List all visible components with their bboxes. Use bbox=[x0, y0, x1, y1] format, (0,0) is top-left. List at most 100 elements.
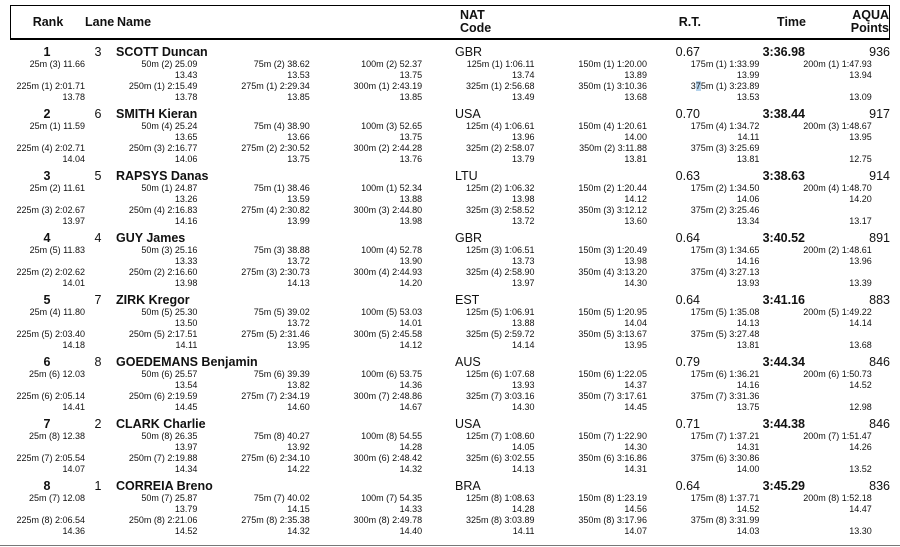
split-lap-diff: 14.14 bbox=[512, 340, 535, 350]
split-lap-diff: 14.60 bbox=[287, 402, 310, 412]
split-lap-diff: 14.20 bbox=[849, 194, 872, 204]
split-lap-diff: 13.93 bbox=[736, 278, 760, 288]
name-cell: RAPSYS Danas bbox=[116, 168, 209, 183]
split-lap-diff: 14.04 bbox=[62, 154, 85, 164]
text-selection-highlight: 7 bbox=[695, 81, 701, 91]
split-lap-diff: 14.07 bbox=[624, 526, 647, 536]
split-lap-diff: 14.06 bbox=[736, 194, 760, 204]
points-cell: 836 bbox=[869, 478, 890, 493]
header-time: Time bbox=[777, 14, 806, 29]
split-lap-diff: 13.68 bbox=[624, 92, 647, 102]
split-lap-diff: 13.94 bbox=[849, 70, 872, 80]
split-lap-diff: 12.75 bbox=[849, 154, 872, 164]
split-cumulative-time: 250m (8) 2:21.06 bbox=[128, 515, 198, 525]
split-cumulative-time: 25m (4) 11.80 bbox=[29, 307, 85, 317]
split-cumulative-time: 50m (4) 25.24 bbox=[141, 121, 198, 131]
split-cumulative-time: 125m (2) 1:06.32 bbox=[466, 183, 535, 193]
split-lap-diff: 13.75 bbox=[399, 132, 423, 142]
swimmer-row: 4 4 GUY James GBR 0.64 3:40.52 891 25m (… bbox=[0, 228, 900, 290]
split-cumulative-time: 325m (5) 2:59.72 bbox=[466, 329, 535, 339]
split-cumulative-time: 100m (3) 52.65 bbox=[361, 121, 423, 131]
split-cumulative-time: 375m (4) 3:27.13 bbox=[690, 267, 760, 277]
splits-line-2: 225m (2) 2:02.62 250m (2) 2:16.60 275m (3)… bbox=[0, 267, 900, 278]
split-lap-diff: 14.18 bbox=[62, 340, 85, 350]
split-lap-diff: 13.75 bbox=[736, 402, 760, 412]
split-lap-diff bbox=[10, 504, 85, 515]
split-lap-diff: 14.32 bbox=[399, 464, 423, 474]
reaction-time-cell: 0.79 bbox=[675, 354, 700, 369]
swimmer-main-row: 7 2 CLARK Charlie USA 0.71 3:44.38 846 bbox=[0, 414, 900, 431]
split-cumulative-time: 200m (7) 1:51.47 bbox=[803, 431, 872, 441]
swimmer-main-row: 4 4 GUY James GBR 0.64 3:40.52 891 bbox=[0, 228, 900, 245]
final-time-cell: 3:40.52 bbox=[762, 230, 805, 245]
split-cumulative-time bbox=[759, 329, 871, 340]
split-cumulative-time: 325m (4) 2:58.90 bbox=[466, 267, 535, 277]
lane-cell: 7 bbox=[94, 292, 102, 307]
split-cumulative-time: 375m (6) 3:30.86 bbox=[690, 453, 760, 463]
results-body: 1 3 SCOTT Duncan GBR 0.67 3:36.98 936 25… bbox=[0, 42, 900, 538]
rank-cell: 2 bbox=[43, 106, 51, 121]
split-lap-diff: 13.97 bbox=[512, 278, 535, 288]
split-cumulative-time: 125m (6) 1:07.68 bbox=[466, 369, 535, 379]
split-cumulative-time: 150m (3) 1:20.49 bbox=[578, 245, 647, 255]
split-cumulative-time: 350m (6) 3:16.86 bbox=[578, 453, 647, 463]
split-cumulative-time: 100m (2) 52.37 bbox=[361, 59, 423, 69]
split-lap-diff: 14.01 bbox=[399, 318, 423, 328]
splits-line-1-diffs: 13.43 13.53 13.75 13.74 13.89 13.99 13.94 bbox=[0, 70, 900, 81]
split-lap-diff: 13.17 bbox=[849, 216, 872, 226]
split-lap-diff: 14.16 bbox=[736, 256, 760, 266]
split-lap-diff: 14.67 bbox=[399, 402, 423, 412]
split-lap-diff: 13.75 bbox=[287, 154, 310, 164]
split-cumulative-time: 325m (2) 2:58.07 bbox=[466, 143, 535, 153]
split-cumulative-time: 175m (3) 1:34.65 bbox=[690, 245, 760, 255]
split-lap-diff: 14.01 bbox=[62, 278, 85, 288]
split-cumulative-time: 200m (1) 1:47.93 bbox=[803, 59, 872, 69]
split-lap-diff: 13.33 bbox=[174, 256, 198, 266]
split-cumulative-time: 275m (5) 2:31.46 bbox=[241, 329, 310, 339]
nat-code-cell: AUS bbox=[455, 354, 481, 369]
split-cumulative-time: 275m (2) 2:30.52 bbox=[241, 143, 310, 153]
split-cumulative-time: 250m (3) 2:16.77 bbox=[128, 143, 198, 153]
split-cumulative-time: 225m (1) 2:01.71 bbox=[16, 81, 85, 91]
split-cumulative-time: 125m (5) 1:06.91 bbox=[466, 307, 535, 317]
split-cumulative-time: 50m (1) 24.87 bbox=[141, 183, 198, 193]
split-lap-diff: 13.98 bbox=[624, 256, 647, 266]
split-cumulative-time: 250m (5) 2:17.51 bbox=[128, 329, 198, 339]
split-lap-diff: 14.34 bbox=[174, 464, 198, 474]
split-lap-diff: 13.98 bbox=[512, 194, 535, 204]
reaction-time-cell: 0.64 bbox=[675, 292, 700, 307]
split-cumulative-time: 50m (8) 26.35 bbox=[141, 431, 198, 441]
name-cell: SMITH Kieran bbox=[116, 106, 198, 121]
split-cumulative-time: 250m (6) 2:19.59 bbox=[128, 391, 198, 401]
split-cumulative-time: 175m (2) 1:34.50 bbox=[690, 183, 760, 193]
split-lap-diff bbox=[10, 442, 85, 453]
split-cumulative-time: 200m (5) 1:49.22 bbox=[803, 307, 872, 317]
split-cumulative-time: 350m (8) 3:17.96 bbox=[578, 515, 647, 525]
split-lap-diff: 13.43 bbox=[174, 70, 198, 80]
lane-cell: 2 bbox=[94, 416, 102, 431]
split-cumulative-time: 50m (2) 25.09 bbox=[141, 59, 198, 69]
split-lap-diff: 13.54 bbox=[174, 380, 198, 390]
header-aqua-points: AQUA Points bbox=[850, 8, 889, 35]
split-lap-diff: 13.88 bbox=[399, 194, 423, 204]
split-lap-diff: 13.74 bbox=[512, 70, 535, 80]
swimmer-row: 2 6 SMITH Kieran USA 0.70 3:38.44 917 25… bbox=[0, 104, 900, 166]
split-cumulative-time: 325m (3) 2:58.52 bbox=[466, 205, 535, 215]
split-lap-diff: 13.65 bbox=[174, 132, 198, 142]
split-cumulative-time bbox=[759, 205, 871, 216]
split-cumulative-time: 175m (7) 1:37.21 bbox=[690, 431, 760, 441]
rank-cell: 1 bbox=[43, 44, 51, 59]
nat-code-cell: GBR bbox=[455, 230, 483, 245]
split-cumulative-time: 275m (1) 2:29.34 bbox=[241, 81, 310, 91]
rank-cell: 8 bbox=[43, 478, 51, 493]
split-cumulative-time: 175m (8) 1:37.71 bbox=[690, 493, 760, 503]
splits-line-2: 225m (7) 2:05.54 250m (7) 2:19.88 275m (6)… bbox=[0, 453, 900, 464]
nat-code-cell: USA bbox=[455, 416, 481, 431]
split-lap-diff: 14.13 bbox=[512, 464, 535, 474]
split-lap-diff: 14.00 bbox=[736, 464, 760, 474]
split-cumulative-time: 375m (8) 3:31.99 bbox=[690, 515, 760, 525]
split-lap-diff: 14.52 bbox=[849, 380, 872, 390]
split-cumulative-time: 375m (1) 3:23.89 bbox=[690, 81, 760, 91]
name-cell: GOEDEMANS Benjamin bbox=[116, 354, 258, 369]
swimmer-row: 8 1 CORREIA Breno BRA 0.64 3:45.29 836 2… bbox=[0, 476, 900, 538]
